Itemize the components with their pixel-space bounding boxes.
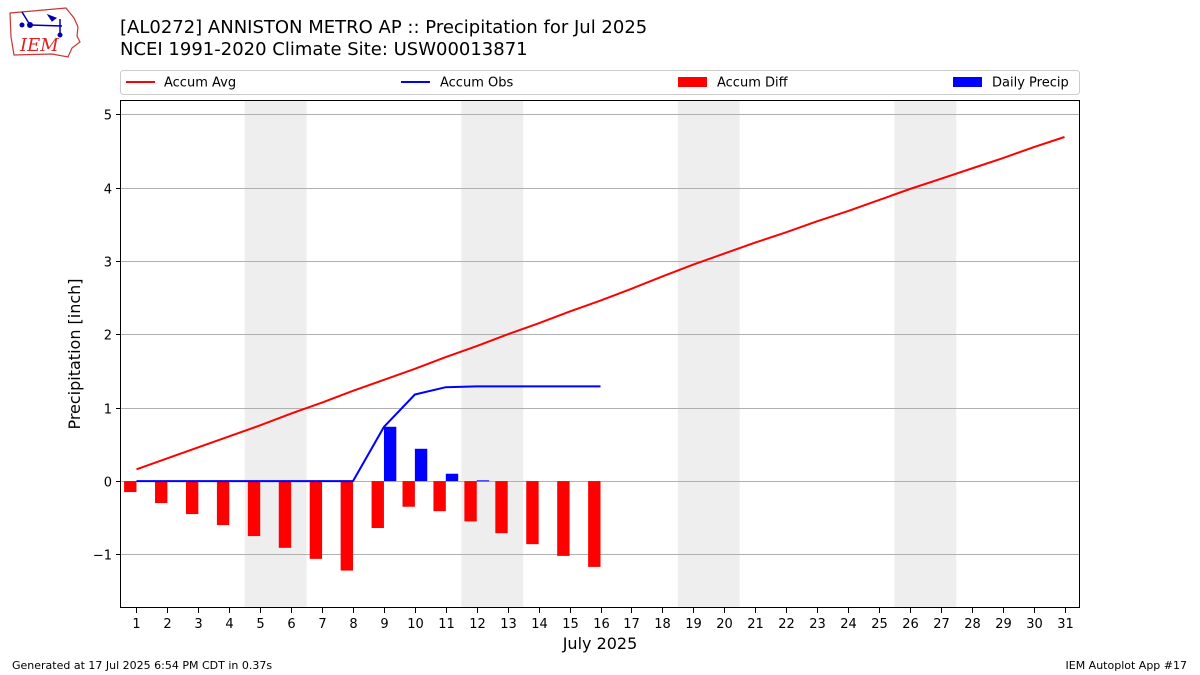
legend-label-accum-avg: Accum Avg: [164, 76, 236, 91]
bar-accum-diff: [155, 481, 168, 504]
x-tick-label: 18: [654, 617, 671, 632]
chart-title: [AL0272] ANNISTON METRO AP :: Precipitat…: [120, 17, 648, 38]
x-tick-label: 4: [225, 617, 233, 632]
x-tick-label: 5: [256, 617, 264, 632]
line-accum-obs: [136, 385, 601, 483]
x-tick-label: 14: [531, 617, 548, 632]
x-tick-label: 15: [562, 617, 579, 632]
x-tick-label: 25: [871, 617, 888, 632]
legend-frame: [120, 70, 1080, 95]
x-tick-label: 2: [163, 617, 171, 632]
x-tick-label: 23: [809, 617, 826, 632]
legend-label-daily-precip: Daily Precip: [992, 76, 1069, 91]
x-tick-label: 13: [500, 617, 517, 632]
chart-subtitle: NCEI 1991-2020 Climate Site: USW00013871: [120, 39, 528, 60]
y-tick-label: 3: [104, 256, 112, 271]
x-tick-label: 3: [194, 617, 202, 632]
weekend-band: [677, 101, 740, 608]
bar-accum-diff: [247, 481, 261, 537]
lines: [136, 136, 1065, 483]
bar-accum-diff: [340, 481, 354, 571]
legend-label-accum-diff: Accum Diff: [717, 76, 789, 91]
x-tick-label: 10: [407, 617, 424, 632]
x-tick-label: 6: [287, 617, 295, 632]
x-tick-label: 1: [132, 617, 140, 632]
x-tick-label: 29: [995, 617, 1012, 632]
bar-accum-diff: [464, 481, 477, 522]
bar-accum-diff: [402, 481, 415, 507]
weekend-band: [461, 101, 524, 608]
x-tick-label: 19: [685, 617, 702, 632]
x-tick-label: 31: [1057, 617, 1074, 632]
line-accum-avg: [136, 136, 1065, 471]
x-tick-label: 27: [933, 617, 950, 632]
iem-logo-text: IEM: [19, 35, 59, 56]
bar-daily-precip: [476, 480, 490, 482]
bar-accum-diff: [588, 481, 601, 567]
iem-logo: IEM: [9, 7, 81, 58]
bar-accum-diff: [309, 481, 323, 559]
legend-swatch-daily-precip: [953, 77, 982, 87]
bar-accum-diff: [526, 481, 539, 545]
x-tick-label: 21: [747, 617, 764, 632]
bar-accum-diff: [216, 481, 230, 526]
bar-daily-precip: [445, 473, 459, 482]
y-tick-label: 2: [104, 329, 112, 344]
bar-accum-diff: [278, 481, 292, 548]
bar-accum-diff: [557, 481, 570, 556]
x-tick-label: 24: [840, 617, 857, 632]
x-tick-label: 26: [902, 617, 919, 632]
x-tick-label: 9: [380, 617, 388, 632]
x-tick-label: 17: [623, 617, 640, 632]
weekend-shading: [244, 101, 957, 608]
bar-accum-diff: [433, 481, 446, 512]
bar-accum-diff: [124, 481, 137, 493]
legend-swatch-accum-diff: [678, 77, 707, 87]
x-tick-label: 8: [349, 617, 357, 632]
y-tick-label: 1: [104, 403, 112, 418]
x-tick-label: 22: [778, 617, 795, 632]
x-axis-label: July 2025: [562, 634, 638, 653]
y-tick-label: 5: [104, 109, 112, 124]
x-axis: 1 2 3 4 5 6 7 8 9 10 11 12 13 14 15 16 17 18 19 20 21 22 23 24 2…: [132, 608, 1074, 632]
y-tick-label: 4: [104, 183, 112, 198]
bars: [124, 426, 601, 571]
bar-accum-diff: [185, 481, 199, 515]
bar-accum-diff: [495, 481, 508, 534]
x-tick-label: 16: [593, 617, 610, 632]
x-tick-label: 7: [318, 617, 326, 632]
x-tick-label: 20: [716, 617, 733, 632]
x-tick-label: 11: [438, 617, 455, 632]
y-axis-label: Precipitation [inch]: [65, 278, 84, 429]
bar-daily-precip: [383, 426, 397, 482]
x-tick-label: 28: [964, 617, 981, 632]
bar-daily-precip: [414, 448, 428, 482]
legend: Accum Avg Accum Obs Accum Diff Daily Pre…: [120, 70, 1080, 95]
x-tick-label: 12: [469, 617, 486, 632]
plot-area-frame: [120, 100, 1080, 608]
generated-timestamp: Generated at 17 Jul 2025 6:54 PM CDT in …: [12, 659, 273, 672]
weather-instrument-icon: [19, 11, 63, 38]
y-tick-label: −1: [93, 549, 112, 564]
legend-label-accum-obs: Accum Obs: [440, 76, 513, 91]
weekend-band: [894, 101, 957, 608]
y-axis: −1 0 1 2 3 4 5: [93, 109, 121, 564]
autoplot-app-label: IEM Autoplot App #17: [1065, 659, 1188, 672]
y-tick-label: 0: [104, 476, 112, 491]
bar-accum-diff: [371, 481, 384, 529]
x-tick-label: 30: [1026, 617, 1043, 632]
